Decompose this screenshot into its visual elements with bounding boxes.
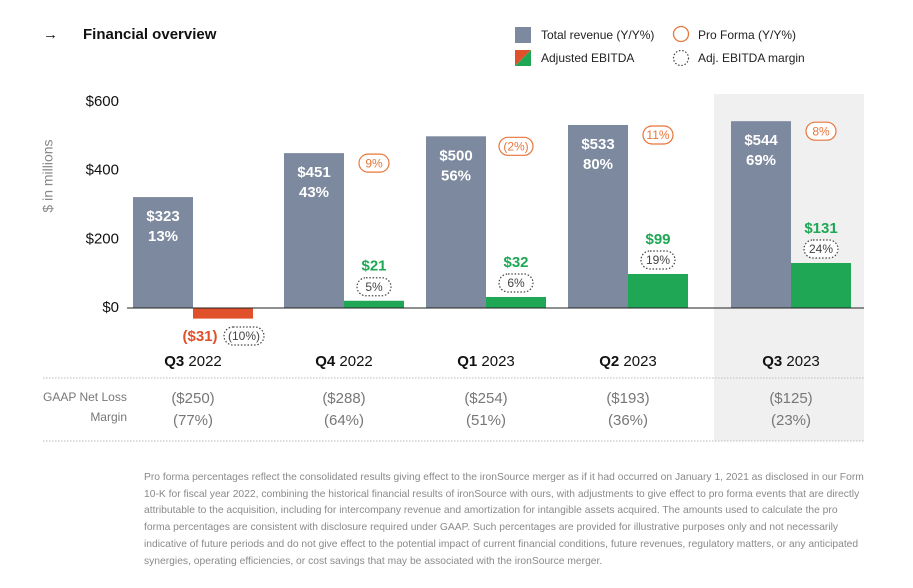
category-year: 2022	[188, 353, 221, 370]
ebitda-label: ($31)	[182, 328, 217, 345]
net-loss-value: ($254)	[464, 390, 507, 407]
growth-label: 56%	[441, 167, 471, 184]
category-year: 2023	[786, 353, 819, 370]
footnote: Pro forma percentages reflect the consol…	[144, 472, 864, 567]
ebitda-bar	[628, 273, 688, 308]
legend-label: Pro Forma (Y/Y%)	[698, 28, 796, 42]
ebitda-bar	[344, 300, 404, 308]
net-loss-value: ($193)	[606, 390, 649, 407]
margin-value: (23%)	[771, 412, 811, 429]
y-axis-label: $ in millions	[40, 139, 56, 212]
pro-forma-label: 8%	[812, 124, 830, 138]
ebitda-bar	[486, 296, 546, 308]
margin-label-outline	[640, 250, 676, 270]
revenue-bar	[568, 124, 628, 308]
margin-label: 6%	[507, 276, 525, 290]
ebitda-label: $99	[645, 231, 670, 248]
pro-forma-label: (2%)	[503, 139, 528, 153]
margin-label-outline	[803, 239, 839, 259]
margin-value: (51%)	[466, 412, 506, 429]
x-tick-label: Q1 2023	[457, 353, 515, 370]
row-label: GAAP Net Loss	[43, 390, 127, 404]
revenue-label: $533	[581, 136, 614, 153]
category-quarter: Q2	[599, 353, 619, 370]
margin-label: 19%	[646, 253, 670, 267]
pro-forma-label-outline	[498, 136, 534, 156]
margin-label: 24%	[809, 242, 833, 256]
category-quarter: Q3	[762, 353, 782, 370]
ebitda-label: $21	[361, 258, 386, 275]
x-tick-label: Q3 2022	[164, 353, 222, 370]
legend-label: Total revenue (Y/Y%)	[541, 28, 654, 42]
pro-forma-label-outline	[642, 125, 674, 145]
margin-label-outline	[223, 326, 265, 346]
x-tick-label: Q4 2022	[315, 353, 373, 370]
legend-label: Adjusted EBITDA	[541, 51, 634, 65]
revenue-label: $500	[439, 147, 472, 164]
y-tick-label: $200	[86, 230, 119, 247]
revenue-bar	[133, 197, 193, 308]
pro-forma-label-outline	[358, 153, 390, 173]
legend-swatch	[515, 50, 531, 66]
pro-forma-label-outline	[805, 121, 837, 141]
legend-swatch	[515, 27, 531, 43]
arrow: →	[43, 26, 58, 43]
category-quarter: Q1	[457, 353, 477, 370]
growth-label: 80%	[583, 156, 613, 173]
pro-forma-label: 9%	[365, 156, 383, 170]
revenue-label: $544	[744, 132, 778, 149]
ebitda-bar	[791, 262, 851, 308]
growth-label: 69%	[746, 152, 776, 169]
margin-value: (64%)	[324, 412, 364, 429]
revenue-bar	[731, 121, 791, 308]
ebitda-label: $131	[804, 220, 837, 237]
row-label: Margin	[90, 410, 127, 424]
margin-value: (36%)	[608, 412, 648, 429]
category-year: 2023	[481, 353, 514, 370]
y-tick-label: $600	[86, 93, 119, 110]
chart-title: Financial overview	[83, 26, 217, 43]
margin-label: (10%)	[228, 329, 260, 343]
net-loss-value: ($125)	[769, 390, 812, 407]
growth-label: 13%	[148, 228, 178, 245]
pro-forma-label: 11%	[646, 128, 669, 142]
legend-swatch	[672, 49, 690, 67]
legend-swatch	[672, 25, 690, 43]
margin-label: 5%	[365, 280, 383, 294]
growth-label: 43%	[299, 184, 329, 201]
category-quarter: Q4	[315, 353, 336, 370]
ebitda-bar	[193, 307, 253, 319]
x-tick-label: Q3 2023	[762, 353, 820, 370]
category-quarter: Q3	[164, 353, 184, 370]
margin-value: (77%)	[173, 412, 213, 429]
revenue-bar	[284, 153, 344, 308]
revenue-label: $451	[297, 164, 330, 181]
margin-label-outline	[498, 273, 534, 293]
y-tick-label: $400	[86, 162, 119, 179]
category-year: 2022	[339, 353, 372, 370]
legend-label: Adj. EBITDA margin	[698, 51, 805, 65]
margin-label-outline	[356, 277, 392, 297]
ebitda-label: $32	[503, 254, 528, 271]
x-tick-label: Q2 2023	[599, 353, 657, 370]
revenue-bar	[426, 136, 486, 308]
category-year: 2023	[623, 353, 656, 370]
net-loss-value: ($288)	[322, 390, 365, 407]
revenue-label: $323	[146, 208, 179, 225]
y-tick-label: $0	[102, 299, 119, 316]
net-loss-value: ($250)	[171, 390, 214, 407]
